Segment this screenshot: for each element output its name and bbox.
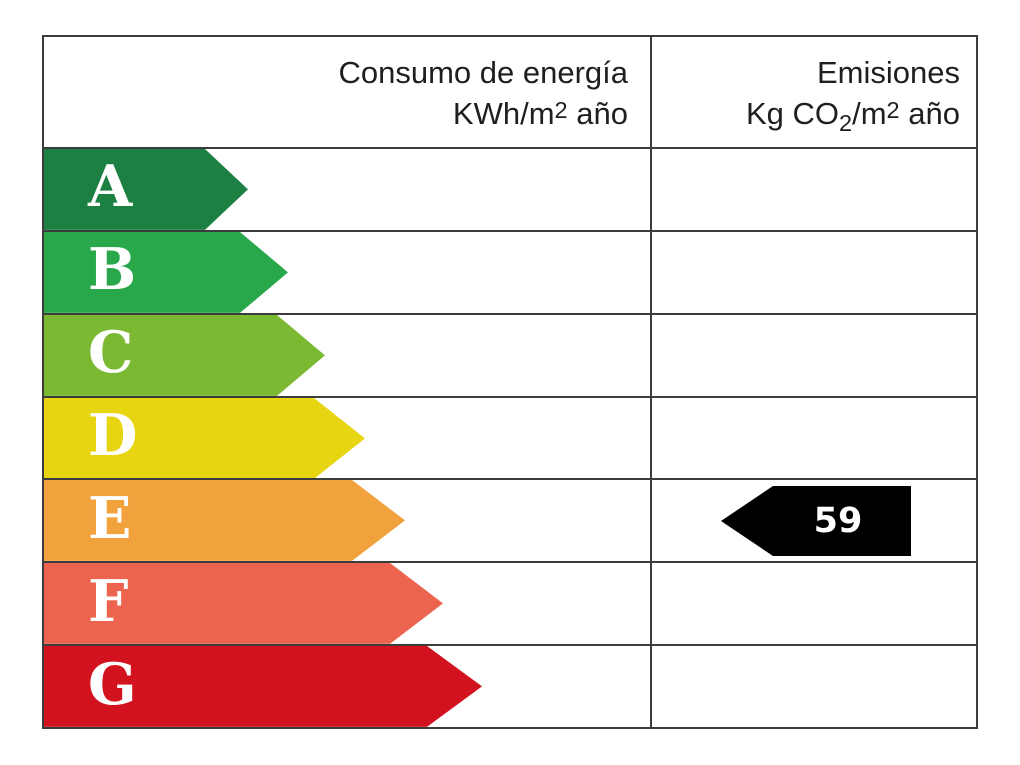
consumption-cell-e: E — [44, 480, 652, 562]
left-arrow-icon — [721, 485, 911, 556]
consumption-cell-d: D — [44, 397, 652, 479]
emissions-header-unit: Kg CO2/m2 año — [745, 96, 960, 136]
rating-rows: A B C D E 59 F G — [44, 149, 976, 728]
consumption-header-title: Consumo de energía — [338, 55, 628, 90]
emissions-cell-a — [652, 149, 976, 230]
rating-letter-b: B — [88, 236, 137, 304]
consumption-cell-a: A — [44, 149, 652, 230]
emissions-cell-g — [652, 646, 976, 727]
header-row: Consumo de energía KWh/m2 año Emisiones … — [44, 37, 976, 149]
consumption-header-unit: KWh/m2 año — [452, 96, 628, 131]
rating-arrow-g — [44, 646, 482, 728]
rating-letter-f: F — [88, 567, 129, 635]
emissions-cell-b — [652, 232, 976, 313]
rating-table: Consumo de energía KWh/m2 año Emisiones … — [42, 35, 978, 729]
rating-arrow-f — [44, 563, 443, 645]
rating-row-e: E 59 — [44, 480, 976, 564]
rating-row-c: C — [44, 314, 976, 398]
emissions-value: 59 — [813, 500, 863, 541]
rating-row-a: A — [44, 149, 976, 232]
emissions-cell-c — [652, 315, 976, 396]
rating-row-b: B — [44, 231, 976, 315]
consumption-cell-g: G — [44, 646, 652, 728]
emissions-value-arrow: 59 — [721, 485, 911, 556]
rating-letter-a: A — [88, 153, 133, 221]
rating-letter-g: G — [88, 650, 137, 718]
rating-letter-e: E — [88, 485, 132, 553]
rating-row-f: F — [44, 563, 976, 647]
rating-arrow-c — [44, 314, 325, 396]
emissions-cell-e: 59 — [652, 480, 976, 561]
rating-letter-d: D — [88, 402, 138, 470]
emissions-header: Emisiones Kg CO2/m2 año — [652, 37, 976, 147]
rating-arrow-e — [44, 480, 405, 562]
consumption-cell-c: C — [44, 314, 652, 396]
consumption-cell-b: B — [44, 231, 652, 313]
emissions-header-title: Emisiones — [817, 55, 960, 90]
consumption-cell-f: F — [44, 563, 652, 645]
rating-row-d: D — [44, 397, 976, 481]
rating-arrow-b — [44, 231, 288, 313]
emissions-cell-d — [652, 398, 976, 479]
rating-row-g: G — [44, 646, 976, 728]
consumption-header: Consumo de energía KWh/m2 año — [44, 37, 652, 147]
emissions-cell-f — [652, 563, 976, 644]
rating-arrow-d — [44, 397, 365, 479]
rating-letter-c: C — [88, 319, 134, 387]
rating-arrow-a — [44, 149, 248, 230]
